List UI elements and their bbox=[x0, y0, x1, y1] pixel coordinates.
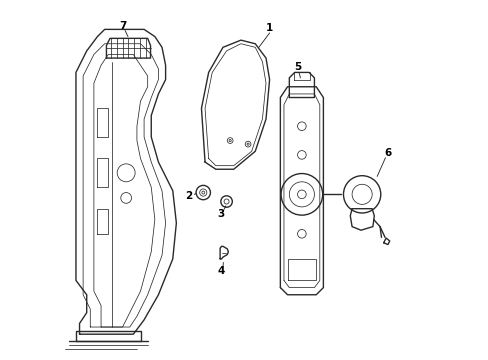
Text: 4: 4 bbox=[217, 266, 224, 276]
Text: 5: 5 bbox=[293, 62, 301, 72]
Text: 7: 7 bbox=[120, 21, 127, 31]
Text: 6: 6 bbox=[384, 148, 391, 158]
Text: 1: 1 bbox=[265, 23, 273, 33]
Text: 2: 2 bbox=[185, 191, 192, 201]
Text: 3: 3 bbox=[217, 209, 224, 219]
